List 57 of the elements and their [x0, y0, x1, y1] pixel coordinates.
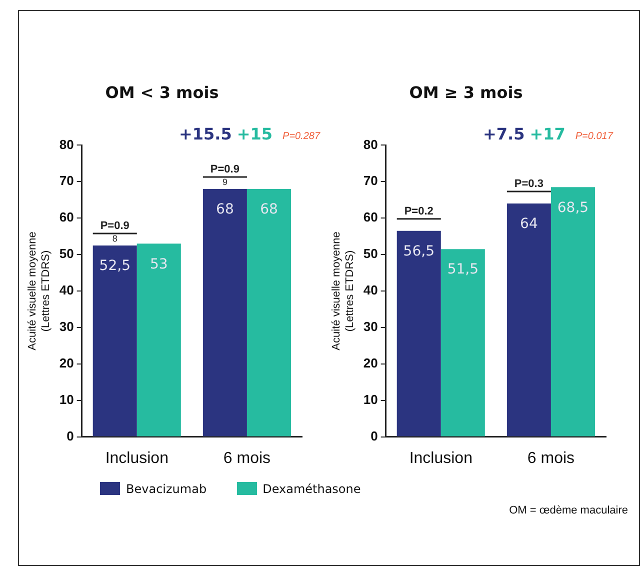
y-tick-label: 40: [59, 282, 74, 298]
y-tick-label: 30: [59, 319, 74, 334]
data-label: 68,5: [557, 200, 589, 216]
bar: [440, 249, 485, 436]
data-label: 53: [150, 256, 168, 272]
data-label: 68: [216, 202, 234, 218]
data-label: 68: [260, 202, 278, 218]
legend-label: Bevacizumab: [125, 482, 207, 496]
y-tick-label: 70: [363, 173, 378, 188]
bar: [396, 230, 441, 436]
text: +15.5: [178, 124, 232, 144]
annotation: P=0.9: [210, 163, 240, 176]
annotation: 8: [112, 233, 118, 244]
data-label: 64: [520, 216, 538, 232]
legend-label: Dexaméthasone: [262, 482, 361, 496]
bar: [506, 204, 551, 436]
y-tick-label: 60: [59, 210, 74, 225]
y-tick-label: 10: [363, 392, 378, 407]
y-axis-title: Acuité visuelle moyenne (Lettres ETDRS): [330, 232, 356, 350]
y-tick-label: 20: [59, 355, 74, 370]
y-tick-label: 0: [66, 428, 74, 444]
y-tick-label: 80: [363, 136, 378, 152]
bar: [136, 244, 181, 436]
y-tick-label: 50: [363, 246, 378, 262]
x-tick-label: 6 mois: [527, 450, 575, 467]
y-axis-title: Acuité visuelle moyenne (Lettres ETDRS): [26, 232, 52, 350]
bar: [202, 188, 247, 436]
y-tick-label: 60: [363, 210, 378, 225]
text: +7.5: [482, 124, 525, 144]
y-tick-label: 70: [59, 173, 74, 188]
chart-title: OM ≥ 3 mois: [409, 82, 523, 102]
y-tick-label: 10: [59, 392, 74, 407]
bar: [550, 187, 595, 436]
y-tick-label: 50: [59, 246, 74, 262]
data-label: 52,5: [99, 258, 130, 274]
x-tick-label: Inclusion: [105, 450, 168, 467]
annotation: P=0.3: [514, 178, 544, 190]
bar: [246, 188, 291, 436]
bar: [92, 245, 137, 436]
chart-title: OM < 3 mois: [105, 82, 219, 102]
x-tick-label: Inclusion: [409, 450, 472, 467]
y-tick-label: 20: [363, 355, 378, 370]
y-tick-label: 80: [59, 136, 74, 152]
text: +15: [236, 124, 273, 144]
text: OM = œdème maculaire: [509, 504, 628, 517]
data-label: 51,5: [447, 262, 478, 278]
text: +17: [530, 124, 566, 144]
annotation: 9: [222, 176, 228, 187]
y-tick-label: 40: [363, 282, 378, 298]
y-tick-label: 30: [363, 319, 378, 334]
annotation: P=0.2: [404, 205, 434, 218]
y-tick-label: 0: [370, 428, 378, 444]
text: P=0.017: [575, 131, 614, 142]
data-label: 56,5: [403, 244, 434, 260]
annotation: P=0.9: [100, 220, 130, 232]
x-tick-label: 6 mois: [223, 450, 271, 467]
text: P=0.287: [282, 131, 320, 142]
